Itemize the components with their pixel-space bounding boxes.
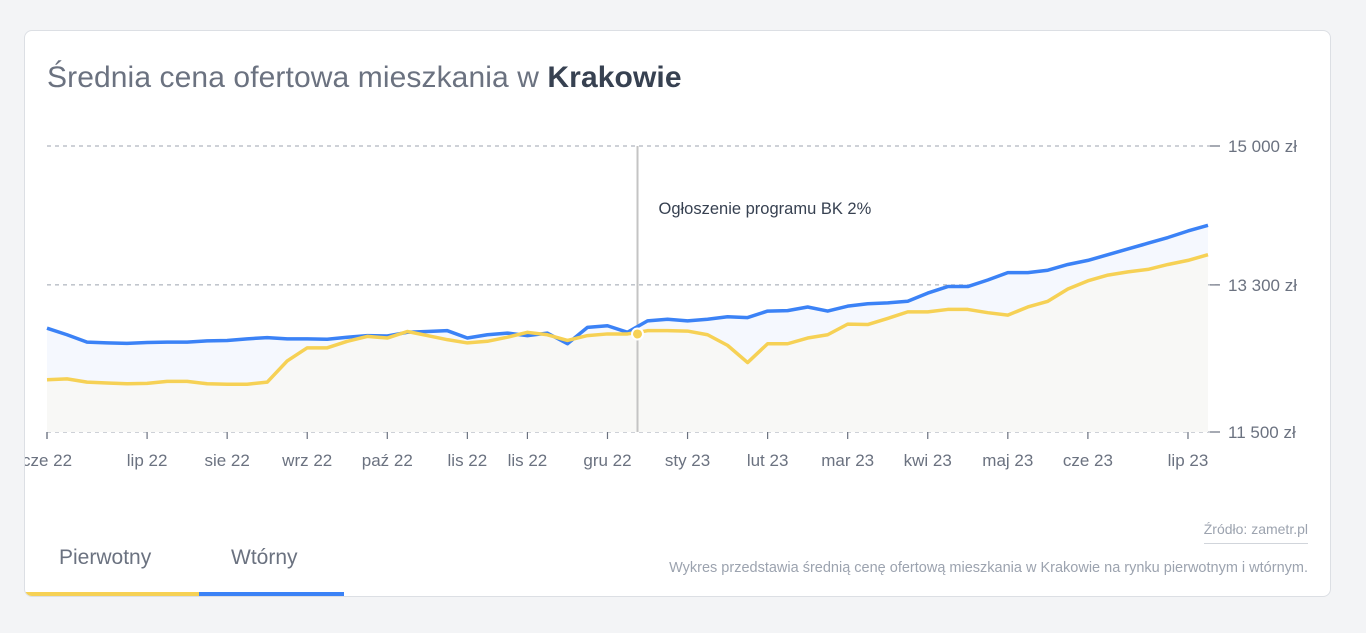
y-tick-label: 15 000 zł — [1228, 137, 1297, 156]
chart-card: Średnia cena ofertowa mieszkania w Krako… — [24, 30, 1331, 597]
chart-description: Wykres przedstawia średnią cenę ofertową… — [669, 560, 1308, 576]
x-tick-label: lip 23 — [1168, 451, 1209, 470]
x-tick-label: wrz 22 — [281, 451, 332, 470]
x-tick-label: kwi 23 — [904, 451, 952, 470]
tab-wtorny[interactable]: Wtórny — [231, 546, 298, 569]
tab-pierwotny[interactable]: Pierwotny — [59, 546, 152, 569]
tab-pierwotny-indicator — [25, 592, 199, 596]
area-pierwotny — [47, 254, 1208, 432]
annotation-marker — [633, 329, 643, 339]
x-tick-label: mar 23 — [821, 451, 874, 470]
title-city: Krakowie — [547, 61, 682, 94]
source-link[interactable]: Źródło: zametr.pl — [1203, 521, 1308, 544]
y-tick-label: 11 500 zł — [1228, 423, 1296, 442]
price-chart: 11 500 zł 13 300 zł 15 000 zł Ogłoszenie pr… — [25, 137, 1297, 470]
x-tick-label: sie 22 — [204, 451, 249, 470]
x-tick-label: gru 22 — [583, 451, 631, 470]
x-tick-label: lut 23 — [747, 451, 789, 470]
chart-title: Średnia cena ofertowa mieszkania w Krako… — [47, 61, 682, 95]
x-tick-label: lip 22 — [127, 451, 168, 470]
x-tick-label: paź 22 — [362, 451, 413, 470]
x-tick-label: lis 22 — [448, 451, 488, 470]
tab-wtorny-indicator — [199, 592, 344, 596]
line-pierwotny — [46, 252, 1209, 386]
x-tick-label: cze 22 — [25, 451, 72, 470]
annotation-label: Ogłoszenie programu BK 2% — [659, 200, 872, 218]
x-tick-label: lis 22 — [508, 451, 548, 470]
title-prefix: Średnia cena ofertowa mieszkania w — [47, 61, 548, 94]
x-tick-label: cze 23 — [1063, 451, 1113, 470]
y-tick-label: 13 300 zł — [1228, 276, 1297, 295]
x-tick-label: sty 23 — [665, 451, 710, 470]
x-tick-label: maj 23 — [982, 451, 1033, 470]
